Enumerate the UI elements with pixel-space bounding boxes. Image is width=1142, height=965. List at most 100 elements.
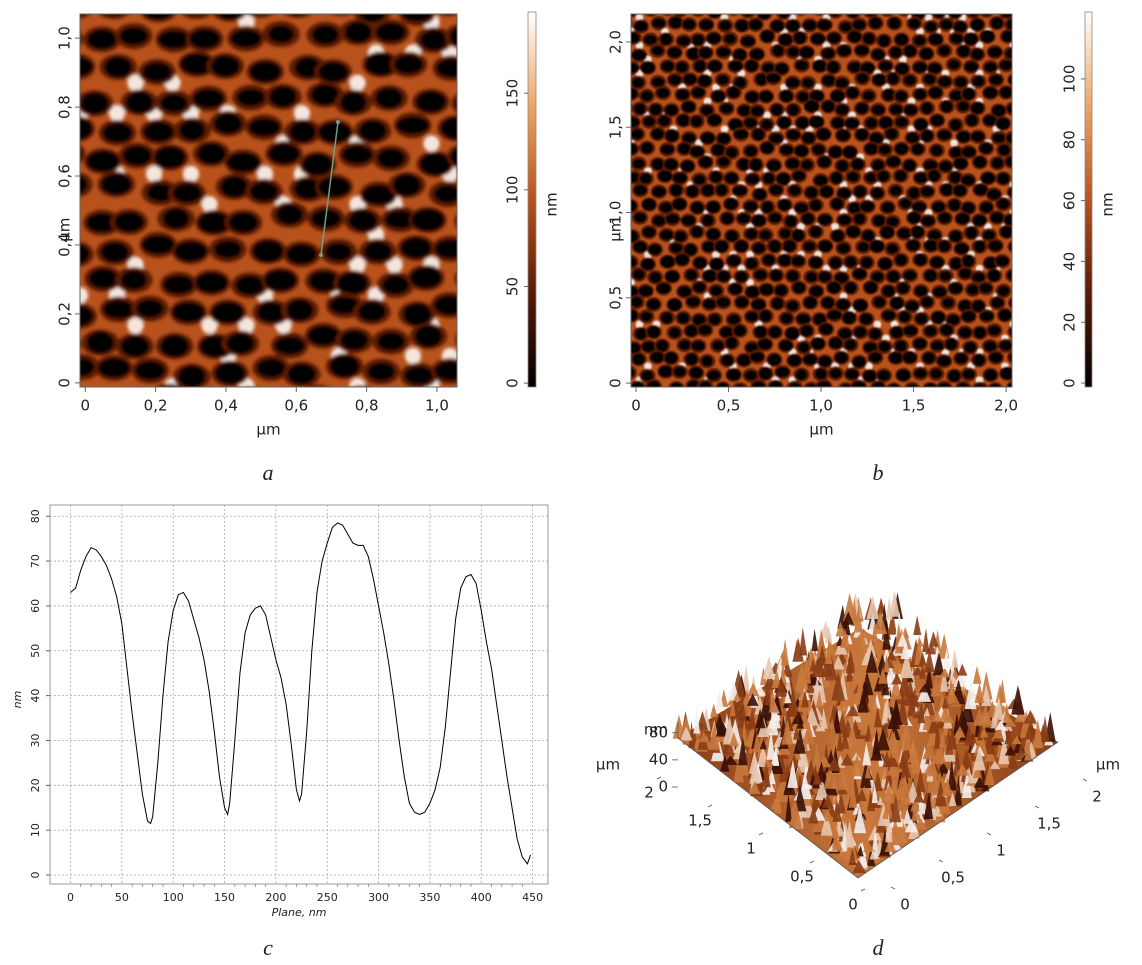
afm-pore [368, 363, 395, 381]
afm-pore [144, 122, 174, 141]
afm-pore [325, 243, 352, 261]
afm-pore [486, 213, 516, 230]
afm-pore-rim [835, 0, 851, 5]
afm-pore [349, 211, 377, 231]
afm-pore [123, 146, 151, 166]
afm-pore [1008, 75, 1022, 85]
afm-pore-rim [1017, 62, 1033, 76]
afm-pore [895, 143, 908, 154]
afm-pore [616, 352, 629, 363]
afm-pore [779, 340, 793, 351]
afm-pore [494, 154, 524, 175]
afm-pore [609, 173, 622, 184]
surface-spike [812, 629, 819, 652]
afm-pore [490, 389, 519, 408]
afm-pore [805, 187, 817, 198]
afm-pore [726, 230, 738, 241]
afm-pore [460, 269, 487, 288]
surface-spike [781, 639, 789, 666]
afm-pore-rim [861, 393, 877, 407]
afm-pore [432, 0, 464, 14]
afm-pore [971, 102, 984, 113]
afm-pore [931, 369, 942, 379]
afm-pore-rim [485, 386, 523, 412]
afm-pore-rim [1025, 213, 1041, 227]
afm-pore [775, 285, 788, 296]
y-tick-label: 50 [29, 644, 42, 658]
afm-pore [853, 269, 867, 279]
afm-pore [318, 177, 350, 197]
afm-pore [1027, 157, 1039, 169]
afm-pore [992, 158, 1003, 169]
afm-pore [402, 4, 432, 21]
x-axis-label: Plane, nm [272, 906, 327, 919]
afm-pore-rim [962, 395, 978, 409]
afm-pore [763, 173, 774, 184]
afm-pore [752, 243, 765, 253]
afm-pore [789, 186, 801, 196]
afm-pore-rim [953, 0, 969, 2]
afm-pore [784, 0, 798, 1]
afm-pore [712, 144, 725, 156]
x-tick-label: 0 [631, 397, 641, 415]
afm-pore [135, 361, 165, 379]
afm-pore [745, 229, 757, 239]
afm-pore [946, 394, 960, 403]
afm-pore [837, 243, 849, 253]
afm-pore [745, 60, 758, 72]
afm-pore [193, 89, 224, 108]
afm-pore [441, 117, 471, 139]
afm-ridge-highlight [1027, 404, 1034, 411]
afm-pore [716, 297, 729, 307]
afm-pore-rim [472, 233, 510, 259]
afm-pore [809, 116, 823, 127]
afm-pore-rim [672, 396, 688, 410]
afm-pore [1019, 64, 1030, 75]
afm-pore [81, 93, 109, 114]
afm-pore [163, 276, 194, 294]
afm-pore [617, 156, 631, 167]
afm-ridge-highlight [1018, 112, 1025, 119]
profile-end [336, 120, 340, 124]
afm-pore-rim [1023, 73, 1039, 87]
afm-pore [404, 367, 433, 385]
afm-pore [227, 153, 260, 172]
afm-pore-rim [40, 272, 77, 298]
afm-pore-rim [783, 0, 799, 4]
afm-pore [734, 130, 748, 140]
afm-pore [950, 119, 961, 130]
afm-pore [795, 203, 808, 213]
afm-ridge-highlight [1035, 28, 1042, 35]
afm-pore [652, 129, 664, 140]
surface-spike [957, 664, 967, 676]
afm-pore [1024, 268, 1038, 279]
afm-pore [1017, 283, 1030, 293]
afm-pore [237, 89, 265, 106]
afm-ridge-highlight [661, 390, 668, 397]
afm-pore [914, 254, 926, 265]
afm-pore [873, 297, 885, 307]
afm-pore [726, 337, 737, 349]
afm-pore [981, 172, 995, 183]
afm-pore [198, 143, 226, 164]
afm-pore [881, 203, 894, 213]
afm-pore [717, 75, 728, 84]
afm-pore [890, 47, 902, 58]
afm-pore [964, 33, 978, 45]
afm-pore [806, 272, 817, 282]
y-tick-label: 0,5 [607, 286, 625, 310]
afm-pore [955, 213, 969, 224]
afm-pore [928, 170, 939, 181]
afm-pore [721, 355, 733, 366]
afm-pore [802, 78, 813, 87]
afm-pore [435, 362, 466, 381]
afm-pore [692, 87, 705, 97]
colorbar [1085, 12, 1092, 387]
afm-pore [668, 75, 681, 85]
afm-pore [827, 282, 840, 293]
afm-pore [401, 238, 431, 259]
afm-pore [308, 326, 339, 346]
afm-pore [703, 270, 717, 282]
afm-pore [845, 119, 859, 129]
afm-pore [1025, 380, 1038, 390]
